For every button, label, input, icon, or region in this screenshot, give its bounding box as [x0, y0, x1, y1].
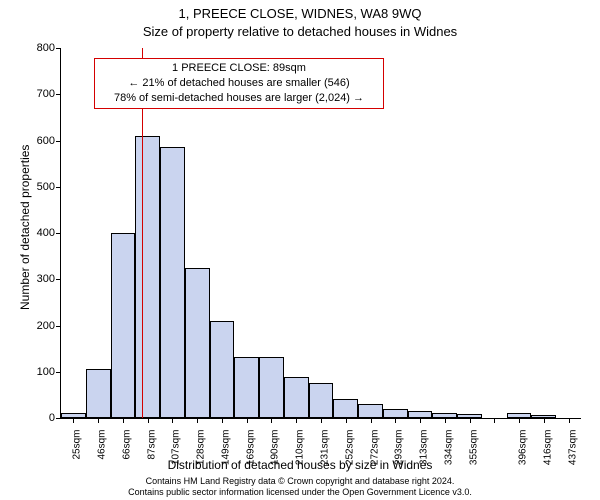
- y-axis-title: Number of detached properties: [18, 145, 32, 310]
- histogram-bar: [408, 411, 433, 418]
- annotation-box: 1 PREECE CLOSE: 89sqm ← 21% of detached …: [94, 58, 384, 109]
- x-tick: [494, 418, 495, 423]
- y-tick-label: 500: [37, 181, 61, 193]
- footer: Contains HM Land Registry data © Crown c…: [0, 476, 600, 498]
- x-tick: [420, 418, 421, 423]
- x-tick: [371, 418, 372, 423]
- histogram-bar: [309, 383, 334, 418]
- chart-container: 1, PREECE CLOSE, WIDNES, WA8 9WQ Size of…: [0, 0, 600, 500]
- y-tick-label: 100: [37, 366, 61, 378]
- x-tick-label: 87sqm: [146, 430, 157, 460]
- histogram-bar: [160, 147, 185, 418]
- y-tick-label: 600: [37, 135, 61, 147]
- x-axis-title: Distribution of detached houses by size …: [0, 458, 600, 472]
- chart-subtitle: Size of property relative to detached ho…: [0, 24, 600, 39]
- x-tick: [445, 418, 446, 423]
- y-tick-label: 200: [37, 320, 61, 332]
- chart-title: 1, PREECE CLOSE, WIDNES, WA8 9WQ: [0, 6, 600, 21]
- histogram-bar: [358, 404, 383, 418]
- x-tick: [222, 418, 223, 423]
- x-tick-label: 46sqm: [97, 430, 108, 460]
- histogram-bar: [86, 369, 111, 418]
- footer-line-2: Contains public sector information licen…: [0, 487, 600, 498]
- x-tick-label: 25sqm: [72, 430, 83, 460]
- annotation-line-2: ← 21% of detached houses are smaller (54…: [101, 76, 377, 91]
- x-tick: [470, 418, 471, 423]
- x-tick: [247, 418, 248, 423]
- histogram-bar: [135, 136, 160, 418]
- x-tick: [172, 418, 173, 423]
- histogram-bar: [333, 399, 358, 418]
- footer-line-1: Contains HM Land Registry data © Crown c…: [0, 476, 600, 487]
- histogram-bar: [111, 233, 136, 418]
- histogram-bar: [284, 377, 309, 418]
- histogram-bar: [383, 409, 408, 418]
- x-tick: [346, 418, 347, 423]
- y-tick-label: 400: [37, 227, 61, 239]
- x-tick: [271, 418, 272, 423]
- histogram-bar: [234, 357, 259, 418]
- annotation-line-3: 78% of semi-detached houses are larger (…: [101, 91, 377, 106]
- y-tick-label: 0: [49, 412, 61, 424]
- x-tick: [519, 418, 520, 423]
- x-tick: [197, 418, 198, 423]
- x-tick: [395, 418, 396, 423]
- x-tick: [123, 418, 124, 423]
- x-tick-label: 66sqm: [121, 430, 132, 460]
- y-tick-label: 300: [37, 273, 61, 285]
- y-tick-label: 800: [37, 42, 61, 54]
- x-tick: [296, 418, 297, 423]
- histogram-bar: [210, 321, 235, 418]
- x-tick: [544, 418, 545, 423]
- histogram-bar: [185, 268, 210, 418]
- histogram-bar: [259, 357, 284, 418]
- annotation-line-1: 1 PREECE CLOSE: 89sqm: [101, 61, 377, 76]
- y-tick-label: 700: [37, 88, 61, 100]
- x-tick: [569, 418, 570, 423]
- x-tick: [148, 418, 149, 423]
- x-tick: [73, 418, 74, 423]
- x-tick: [321, 418, 322, 423]
- x-tick: [98, 418, 99, 423]
